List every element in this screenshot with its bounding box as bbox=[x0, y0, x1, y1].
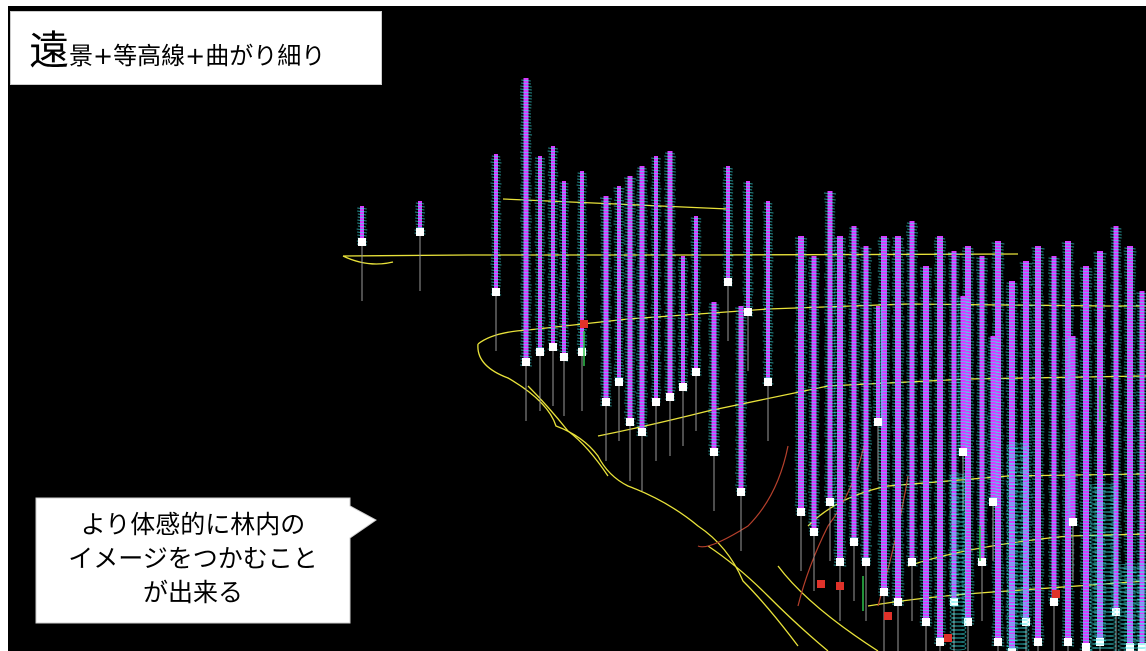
tree-stem bbox=[534, 156, 546, 411]
path-line bbox=[797, 425, 869, 607]
contour-line bbox=[777, 565, 879, 651]
tree-stem bbox=[677, 256, 689, 446]
stem-coil bbox=[1006, 647, 1030, 651]
tree-stem bbox=[1093, 251, 1107, 651]
title-label: 遠 景+等高線+曲がり細り bbox=[10, 11, 382, 85]
tree-stem bbox=[1109, 226, 1123, 651]
callout-bubble bbox=[35, 497, 377, 624]
tree-stem bbox=[734, 306, 748, 551]
tree-stem bbox=[1047, 256, 1061, 651]
stem-coil bbox=[949, 641, 967, 647]
tree-stem bbox=[690, 216, 702, 431]
tree-stem bbox=[976, 256, 988, 621]
stem-coil bbox=[949, 629, 967, 635]
path-line bbox=[697, 445, 789, 548]
tree-stem bbox=[722, 166, 734, 341]
tree-stem bbox=[933, 236, 947, 651]
forest-scene bbox=[342, 78, 1146, 651]
stem-coil bbox=[1117, 647, 1146, 651]
tree-stem bbox=[1031, 246, 1045, 651]
tree-stem bbox=[490, 154, 502, 351]
tree-stem bbox=[823, 191, 837, 561]
tree-stem bbox=[919, 266, 933, 651]
tree-stem bbox=[956, 296, 970, 511]
tree-stem bbox=[807, 256, 821, 591]
tree-stem bbox=[547, 146, 559, 406]
tree-stem bbox=[414, 201, 426, 291]
tree-stem bbox=[986, 336, 1000, 561]
tree-stem bbox=[613, 186, 625, 441]
callout-line-1: より体感的に林内の bbox=[80, 510, 306, 539]
tree-stem bbox=[1079, 266, 1093, 651]
tree-stem bbox=[1067, 336, 1079, 581]
stem-coil bbox=[949, 613, 967, 619]
tree-stem bbox=[794, 236, 808, 571]
tree-stem bbox=[762, 201, 774, 441]
stem-coil bbox=[949, 633, 967, 639]
callout-text: より体感的に林内の イメージをつかむこと が出来る bbox=[36, 508, 350, 610]
callout-line-2: イメージをつかむこと bbox=[68, 544, 318, 573]
red-marker bbox=[884, 612, 892, 620]
contour-line bbox=[707, 545, 829, 651]
contour-line bbox=[477, 343, 799, 647]
tree-stem bbox=[859, 246, 873, 621]
tree-stem bbox=[650, 156, 662, 461]
tree-stem bbox=[623, 176, 637, 481]
red-marker bbox=[580, 320, 588, 328]
tree-stem bbox=[1135, 291, 1146, 651]
stem-coil bbox=[949, 625, 967, 631]
stem-coil bbox=[1089, 647, 1117, 651]
tree-stem bbox=[1123, 246, 1137, 651]
contour-line bbox=[597, 375, 1146, 437]
tree-stem bbox=[576, 171, 588, 411]
tree-stem bbox=[663, 151, 677, 456]
red-marker bbox=[817, 580, 825, 588]
red-marker bbox=[836, 582, 844, 590]
title-rest: 景+等高線+曲がり細り bbox=[69, 42, 326, 70]
contour-line bbox=[342, 255, 394, 265]
stem-coil bbox=[949, 621, 967, 627]
tree-stem bbox=[833, 236, 847, 621]
title-big-char: 遠 bbox=[29, 28, 69, 74]
tree-stem bbox=[519, 78, 533, 421]
red-marker bbox=[1052, 590, 1060, 598]
tree-stem bbox=[891, 236, 905, 651]
tree-stem bbox=[905, 221, 919, 621]
stem-coil bbox=[949, 645, 967, 651]
speech-callout: より体感的に林内の イメージをつかむこと が出来る bbox=[35, 497, 377, 624]
tree-stem bbox=[877, 236, 891, 651]
tree-stem bbox=[707, 302, 721, 511]
tree-stem bbox=[872, 306, 884, 481]
tree-stem bbox=[847, 226, 861, 601]
tree-stem bbox=[636, 166, 648, 491]
red-marker bbox=[944, 634, 952, 642]
tree-stem bbox=[599, 196, 613, 461]
tree-stem bbox=[356, 206, 368, 301]
stem-coil bbox=[949, 637, 967, 643]
callout-line-3: が出来る bbox=[142, 578, 243, 607]
stem-coil bbox=[949, 609, 967, 615]
tree-stem bbox=[742, 181, 754, 371]
tree-stem bbox=[558, 181, 570, 416]
